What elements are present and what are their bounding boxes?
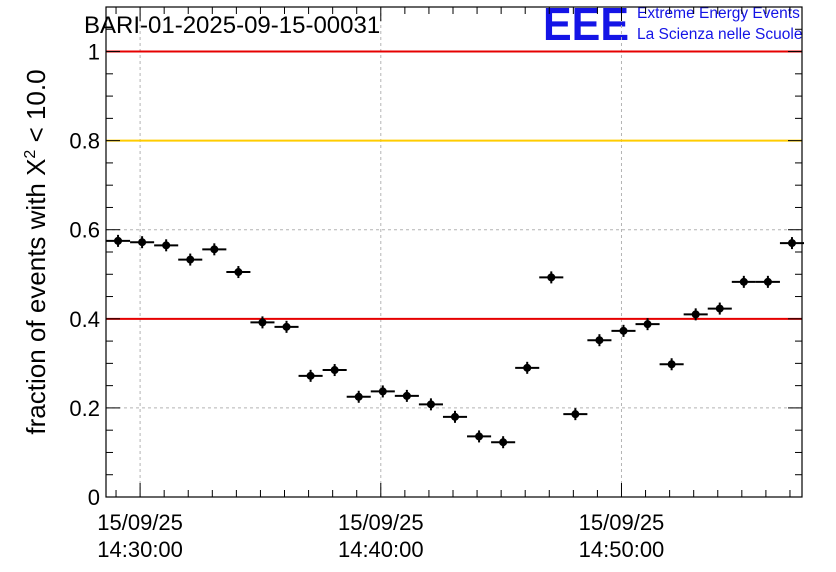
data-point-marker: [378, 387, 387, 396]
x-tick-label-time: 14:30:00: [97, 537, 183, 562]
y-tick-label: 0.8: [69, 129, 100, 154]
data-point-marker: [138, 238, 147, 247]
y-tick-label: 0: [88, 485, 100, 510]
y-tick-label: 1: [88, 40, 100, 65]
data-point-marker: [523, 363, 532, 372]
data-point: [707, 302, 732, 315]
eee-logo-letters: EEE: [543, 0, 629, 50]
x-tick-label-date: 15/09/25: [97, 510, 183, 535]
data-point: [611, 324, 636, 337]
data-point: [322, 364, 347, 377]
data-point-marker: [691, 310, 700, 319]
data-point-marker: [306, 371, 315, 380]
data-point: [635, 318, 660, 331]
data-point: [154, 239, 179, 252]
data-point-marker: [787, 239, 796, 248]
x-tick-label-date: 15/09/25: [579, 510, 665, 535]
data-point-marker: [499, 438, 508, 447]
data-point-marker: [330, 366, 339, 375]
x-tick-label-time: 14:40:00: [338, 537, 424, 562]
data-point: [370, 385, 395, 398]
data-point-marker: [402, 391, 411, 400]
axes: [105, 6, 803, 498]
data-point: [467, 430, 492, 443]
chart-title: BARI-01-2025-09-15-00031: [84, 12, 380, 39]
y-axis-label-superscript: 2: [22, 150, 39, 159]
data-point: [226, 266, 251, 279]
data-point: [755, 275, 780, 288]
y-tick-label: 0.2: [69, 396, 100, 421]
data-point-marker: [571, 410, 580, 419]
data-point-marker: [667, 360, 676, 369]
data-point-marker: [595, 336, 604, 345]
y-tick-label: 0.6: [69, 218, 100, 243]
data-point: [346, 390, 371, 403]
data-point-marker: [451, 412, 460, 421]
data-point: [418, 398, 443, 411]
data-point-marker: [739, 277, 748, 286]
data-point-marker: [162, 241, 171, 250]
tick-labels: 00.20.40.60.8115/09/2514:30:0015/09/2514…: [69, 40, 664, 562]
data-point-marker: [643, 320, 652, 329]
reference-lines: [106, 50, 802, 320]
data-point: [731, 275, 756, 288]
data-point-marker: [234, 268, 243, 277]
y-axis-label-suffix: < 10.0: [21, 69, 51, 149]
data-point: [563, 408, 588, 421]
data-point-marker: [763, 277, 772, 286]
data-point: [779, 237, 805, 250]
data-point: [130, 236, 155, 249]
y-axis-label: fraction of events with X2 < 10.0: [21, 69, 51, 434]
data-points: [106, 234, 805, 449]
data-point-marker: [210, 245, 219, 254]
data-point-marker: [619, 326, 628, 335]
data-point: [659, 358, 684, 371]
x-tick-label-date: 15/09/25: [338, 510, 424, 535]
data-point-marker: [186, 255, 195, 264]
eee-logo-line1: Extreme Energy Events: [637, 5, 800, 22]
data-point: [515, 361, 540, 374]
y-axis-label-symbol: X: [21, 159, 51, 176]
data-point-marker: [547, 273, 556, 282]
data-point-marker: [114, 236, 123, 245]
eee-logo: EEE Extreme Energy Events La Scienza nel…: [543, 0, 802, 50]
data-point: [442, 410, 468, 423]
data-point: [106, 234, 131, 247]
data-point: [394, 389, 419, 402]
data-point: [178, 253, 203, 266]
data-point-marker: [354, 392, 363, 401]
data-point-marker: [426, 400, 435, 409]
data-point-marker: [715, 304, 724, 313]
data-point: [539, 271, 564, 284]
data-point: [274, 320, 299, 333]
x-tick-label-time: 14:50:00: [579, 537, 665, 562]
data-point-marker: [258, 318, 267, 327]
y-tick-label: 0.4: [69, 307, 100, 332]
data-point: [202, 243, 227, 256]
y-axis-label-prefix: fraction of events with: [21, 176, 51, 435]
data-point: [683, 308, 708, 321]
data-point: [250, 316, 275, 329]
data-point-marker: [282, 322, 291, 331]
data-point: [491, 436, 516, 449]
data-point: [298, 369, 323, 382]
eee-logo-line2: La Scienza nelle Scuole: [637, 26, 802, 43]
data-point-marker: [475, 432, 484, 441]
data-point: [587, 334, 612, 347]
